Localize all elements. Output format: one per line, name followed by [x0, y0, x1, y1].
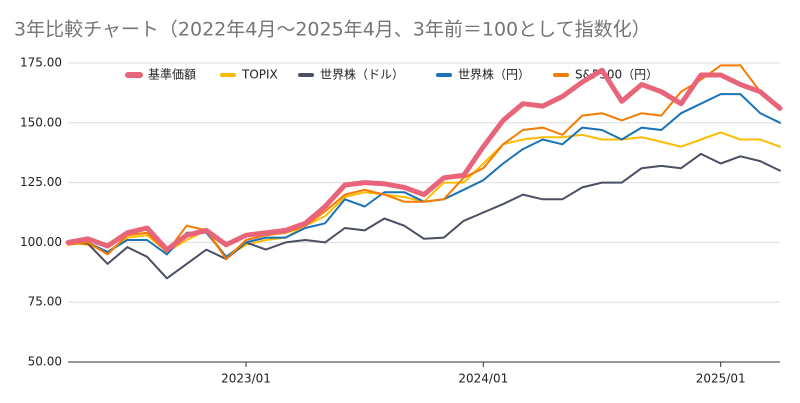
- legend-label: 基準価額: [148, 67, 196, 82]
- legend-label: 世界株（円）: [458, 67, 530, 82]
- series-line: [67, 64, 781, 261]
- series-line: [65, 67, 783, 253]
- y-tick-label: 75.00: [28, 295, 62, 309]
- x-tick-label: 2023/01: [221, 372, 271, 386]
- series-line: [67, 152, 781, 280]
- y-tick-label: 125.00: [20, 175, 62, 189]
- y-tick-label: 175.00: [20, 56, 62, 70]
- legend-label: S&P500（円）: [575, 68, 658, 82]
- x-tick-label: 2025/01: [696, 372, 746, 386]
- x-tick-label: 2024/01: [458, 372, 508, 386]
- chart-title: 3年比較チャート（2022年4月～2025年4月、3年前＝100として指数化）: [14, 19, 651, 41]
- legend-label: TOPIX: [241, 68, 278, 82]
- y-tick-label: 100.00: [20, 235, 62, 249]
- legend-label: 世界株（ドル）: [320, 67, 404, 82]
- y-tick-label: 150.00: [20, 115, 62, 129]
- y-tick-label: 50.00: [28, 355, 62, 369]
